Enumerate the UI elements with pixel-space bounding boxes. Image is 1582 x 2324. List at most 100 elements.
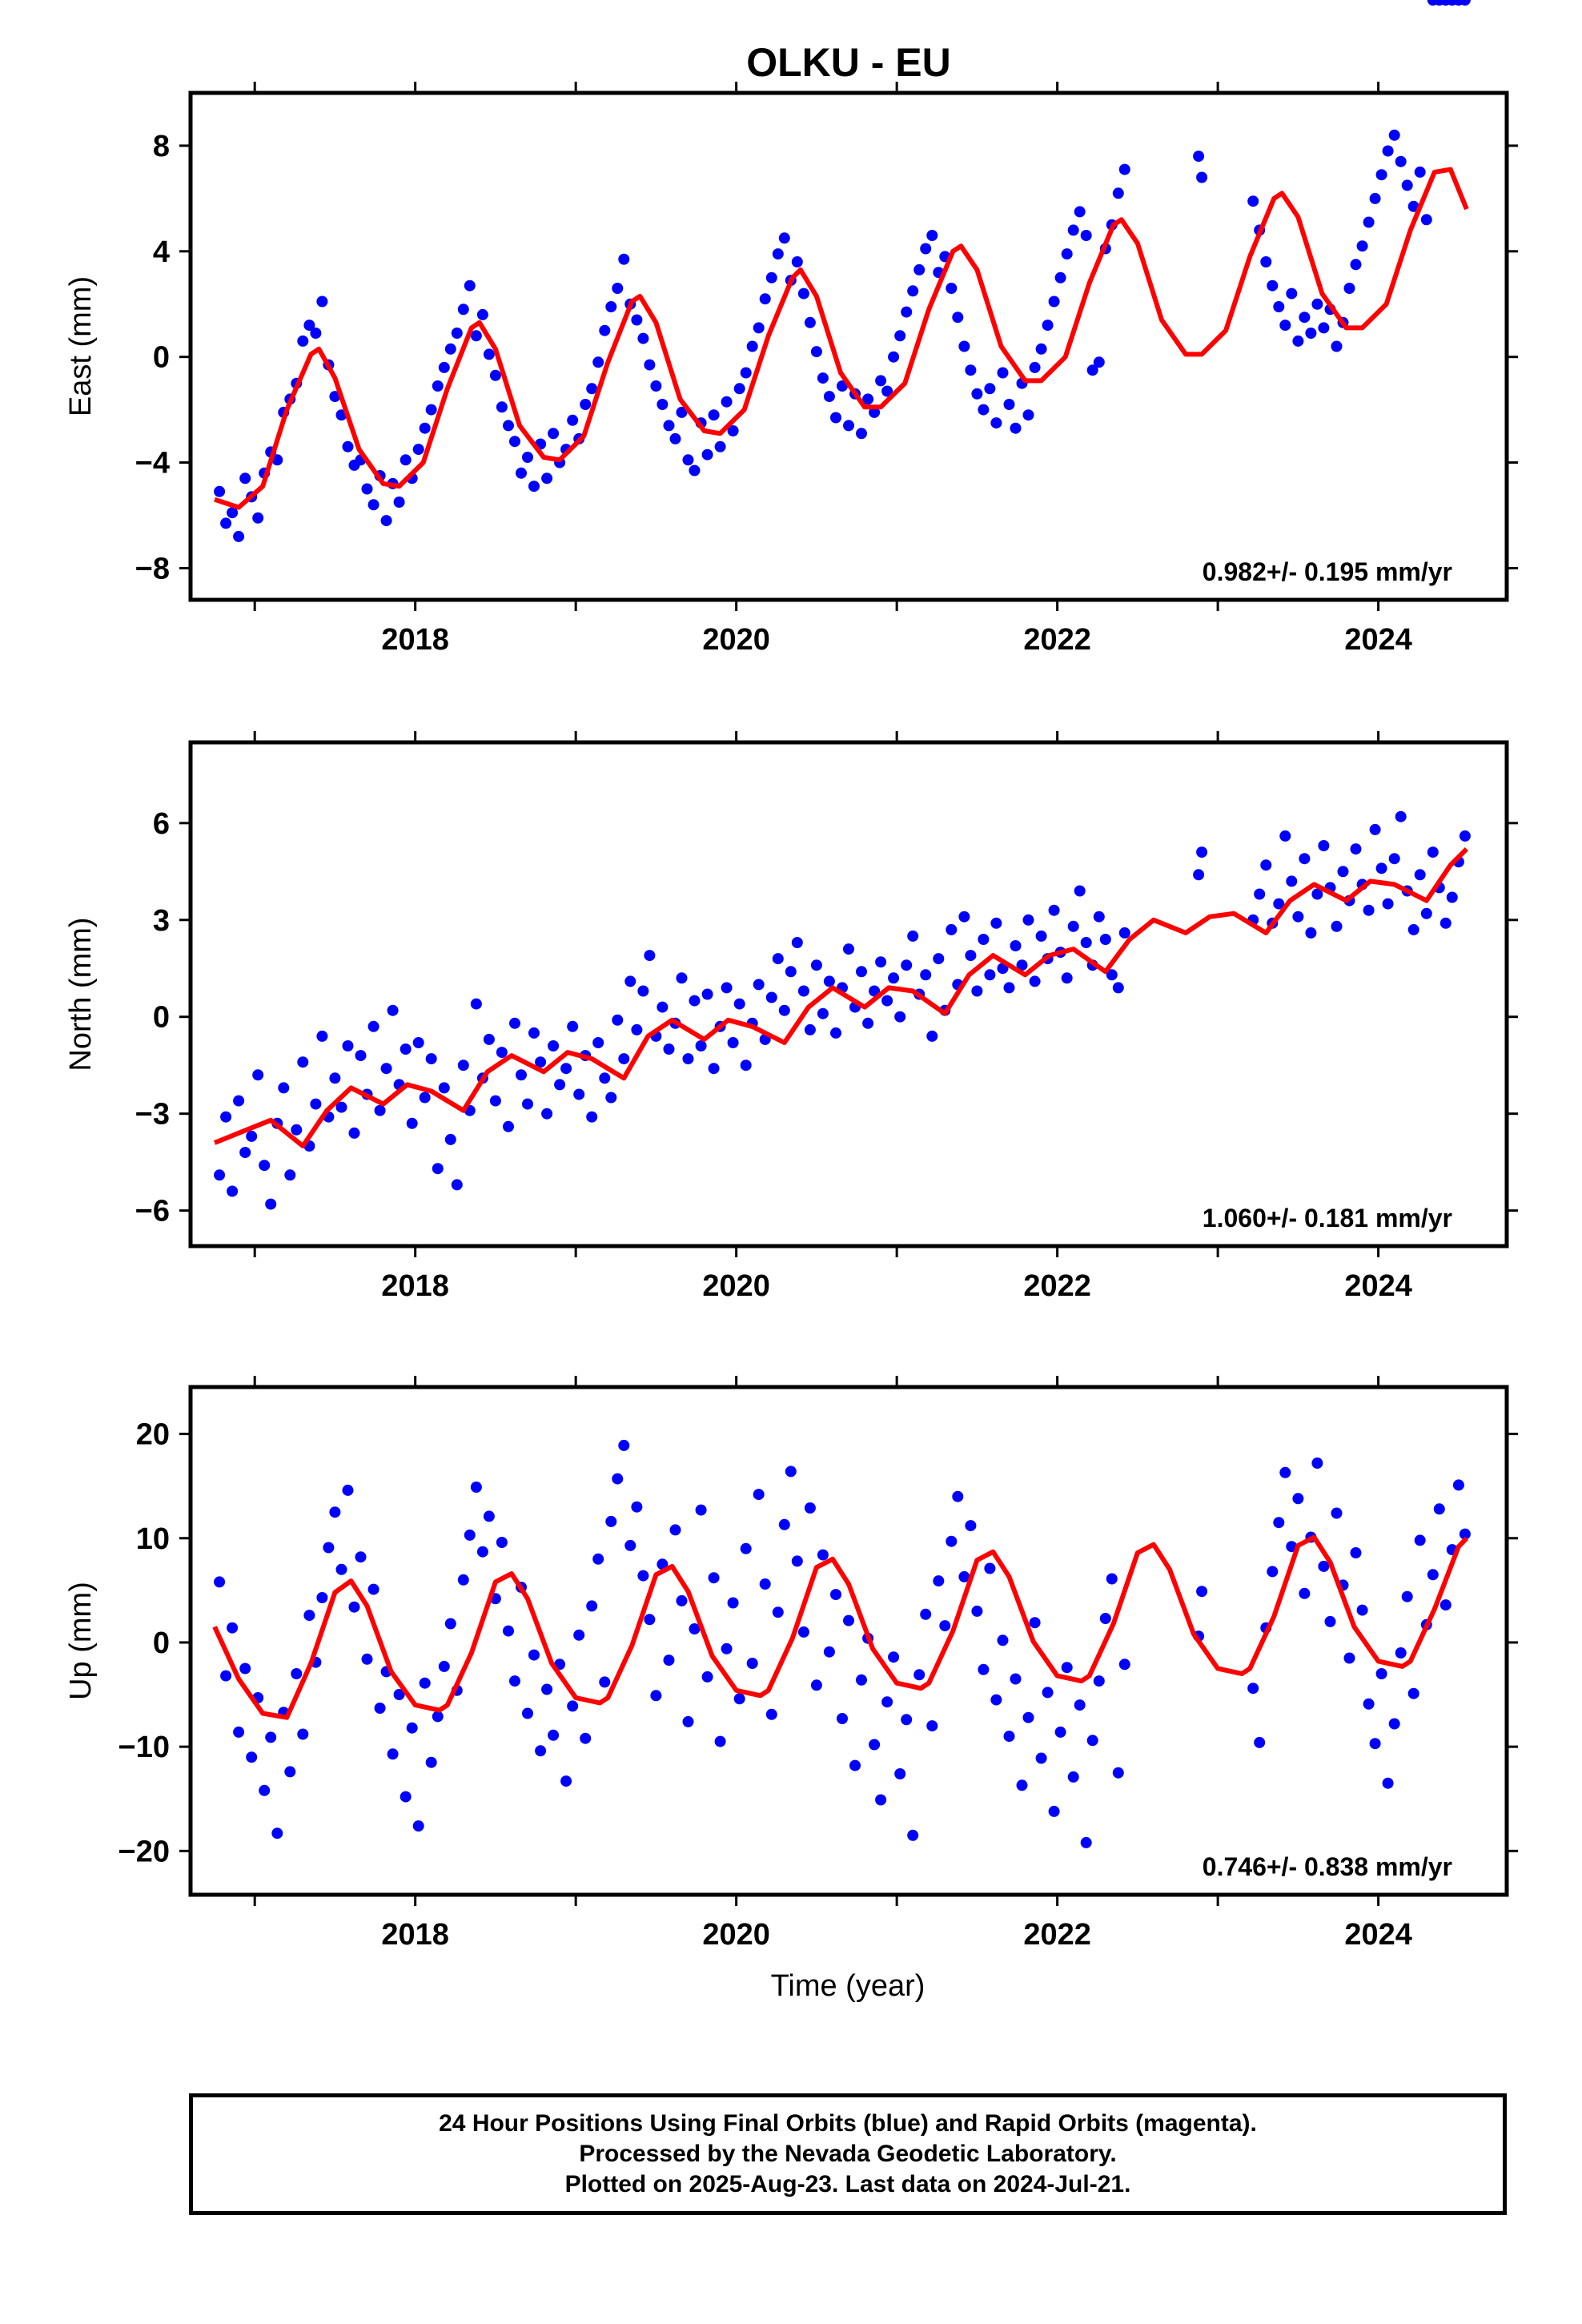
north-x-tick-label: 2020	[702, 1269, 770, 1303]
up-data-point	[746, 1658, 758, 1669]
north-data-point	[516, 1069, 527, 1081]
north-data-point	[1112, 982, 1124, 994]
north-data-point	[1196, 846, 1208, 858]
east-data-point	[509, 436, 520, 448]
up-data-point	[1061, 1662, 1073, 1674]
north-data-point	[1407, 923, 1419, 935]
east-data-point	[1260, 256, 1272, 267]
east-data-point	[580, 399, 592, 410]
north-data-point	[1331, 920, 1343, 932]
north-data-point	[971, 985, 983, 997]
up-data-point	[348, 1601, 360, 1613]
east-data-point	[862, 393, 874, 405]
east-data-point	[920, 243, 932, 255]
up-data-point	[1048, 1805, 1060, 1817]
north-data-point	[843, 943, 854, 955]
up-data-point	[721, 1642, 733, 1655]
up-y-tick-label: 20	[136, 1418, 170, 1452]
east-data-point	[1375, 169, 1387, 181]
east-data-point	[1382, 145, 1394, 157]
up-data-point	[810, 1679, 822, 1691]
north-data-point	[316, 1030, 328, 1042]
east-data-point	[1080, 230, 1092, 241]
east-data-point	[843, 420, 854, 432]
north-data-point	[1067, 920, 1079, 932]
up-data-point	[753, 1489, 765, 1501]
up-data-point	[1099, 1613, 1111, 1624]
east-data-point	[444, 343, 456, 355]
north-data-point	[374, 1104, 386, 1116]
north-y-axis-label: North (mm)	[64, 917, 98, 1071]
east-data-point	[239, 472, 251, 485]
north-data-point	[541, 1108, 553, 1120]
up-data-point	[901, 1714, 913, 1726]
north-data-point	[1382, 898, 1394, 910]
north-data-point	[220, 1111, 232, 1123]
up-data-point	[727, 1597, 739, 1609]
east-data-point	[830, 412, 841, 424]
up-data-point	[1401, 1590, 1413, 1602]
up-data-point	[457, 1574, 469, 1586]
north-data-point	[1106, 969, 1118, 981]
north-data-point	[438, 1082, 450, 1094]
north-data-point	[265, 1198, 277, 1210]
up-data-point	[599, 1676, 611, 1688]
north-data-point	[284, 1169, 296, 1181]
east-data-point	[1193, 151, 1205, 163]
up-data-point	[227, 1622, 239, 1634]
east-data-point	[528, 480, 540, 493]
north-data-point	[1260, 859, 1272, 871]
up-data-point	[323, 1542, 335, 1554]
east-data-point	[227, 507, 239, 519]
north-data-point	[496, 1047, 508, 1059]
east-data-point	[823, 391, 835, 403]
east-data-point	[1112, 187, 1124, 199]
up-x-tick-label: 2022	[1023, 1918, 1091, 1952]
north-data-point	[708, 1063, 720, 1075]
north-data-point	[701, 988, 713, 1000]
east-data-point	[791, 256, 803, 267]
east-data-point	[503, 420, 514, 432]
up-data-point	[1254, 1736, 1266, 1748]
north-data-point	[548, 1040, 560, 1051]
up-data-point	[509, 1675, 520, 1687]
up-data-point	[907, 1829, 919, 1841]
up-data-point	[644, 1614, 656, 1626]
north-data-point	[823, 975, 835, 987]
north-data-point	[1395, 810, 1407, 822]
east-data-point	[1286, 287, 1298, 300]
east-data-point	[1311, 298, 1323, 310]
east-x-tick-label: 2018	[381, 623, 449, 657]
east-y-tick-label: −8	[135, 552, 170, 585]
up-data-point	[958, 1570, 970, 1582]
north-data-point	[483, 1033, 495, 1045]
up-data-point	[1093, 1675, 1105, 1687]
up-data-point	[271, 1827, 283, 1839]
east-data-point	[393, 497, 405, 508]
up-data-point	[612, 1473, 624, 1485]
north-data-point	[901, 959, 913, 971]
north-data-point	[689, 995, 701, 1007]
north-data-point	[348, 1127, 360, 1139]
up-data-point	[438, 1660, 450, 1672]
up-data-point	[476, 1546, 488, 1558]
north-data-point	[1459, 830, 1471, 842]
east-data-point	[457, 304, 469, 316]
east-data-point	[1395, 155, 1407, 167]
up-data-point	[1010, 1673, 1022, 1685]
chart-title: OLKU - EU	[746, 40, 951, 85]
up-data-point	[1022, 1711, 1034, 1723]
north-data-point	[881, 995, 893, 1007]
up-data-point	[1356, 1604, 1368, 1616]
east-data-point	[1035, 343, 1047, 355]
up-data-point	[1080, 1836, 1092, 1848]
north-data-point	[797, 985, 809, 997]
east-data-point	[310, 328, 322, 339]
caption-box: 24 Hour Positions Using Final Orbits (bl…	[189, 2093, 1507, 2215]
east-data-point	[470, 330, 482, 342]
up-data-point	[412, 1820, 424, 1832]
up-data-point	[856, 1674, 867, 1686]
north-y-tick-label: 6	[153, 807, 170, 841]
up-y-tick-label: 10	[136, 1522, 170, 1556]
up-data-point	[1003, 1731, 1015, 1743]
